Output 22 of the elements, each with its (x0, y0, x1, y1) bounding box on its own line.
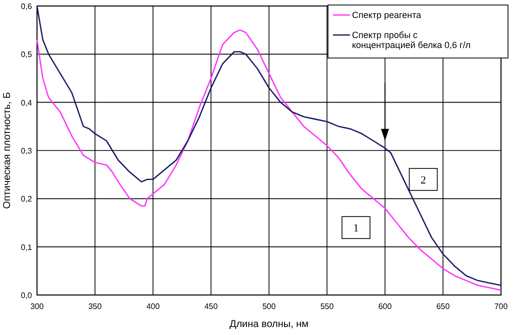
annotation: 1 (353, 222, 359, 235)
y-tick-label: 0,5 (20, 50, 33, 60)
x-tick-label: 450 (204, 302, 218, 311)
x-tick-label: 300 (30, 302, 44, 311)
y-axis-title: Оптическая плотность, Б (2, 92, 13, 209)
y-tick-label: 0,2 (20, 194, 33, 204)
y-tick-label: 0,6 (20, 2, 33, 11)
x-tick-label: 350 (88, 302, 102, 311)
y-tick-label: 0,4 (20, 98, 33, 108)
y-tick-label: 0,1 (20, 242, 33, 252)
y-tick-label: 0,3 (20, 146, 33, 156)
legend-label: Спектр реагента (352, 10, 422, 20)
x-tick-label: 700 (494, 302, 508, 311)
x-axis-title: Длина волны, нм (229, 319, 309, 330)
x-tick-label: 400 (146, 302, 160, 311)
legend-label: Спектр пробы с концентрацией белка 0,6 г/л (352, 30, 471, 50)
x-tick-label: 600 (378, 302, 392, 311)
x-tick-label: 650 (436, 302, 450, 311)
x-tick-label: 550 (320, 302, 334, 311)
y-tick-label: 0,0 (20, 291, 33, 300)
x-tick-label: 500 (262, 302, 276, 311)
annotation: 2 (420, 174, 426, 186)
